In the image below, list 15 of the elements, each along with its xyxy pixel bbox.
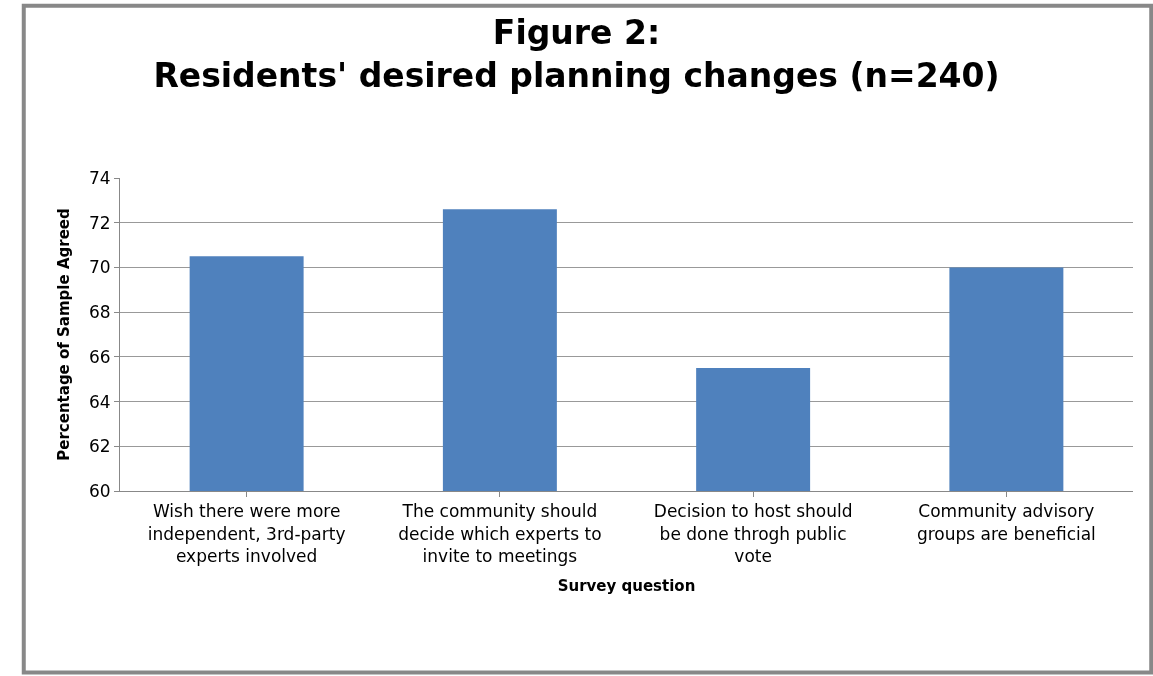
chart-title: Figure 2: Residents' desired planning changes (n=240)	[153, 12, 1000, 95]
y-tick-label: 60	[88, 480, 111, 501]
y-tick-label: 72	[88, 212, 111, 233]
x-tick-label: Community advisory groups are beneficial	[916, 501, 1096, 544]
x-tick-label: Wish there were more independent, 3rd-party experts involved	[147, 501, 346, 566]
x-tick-label: Decision to host should be done throgh public vote	[653, 501, 853, 566]
x-tick-label: The community should decide which experts to invite to meetings	[398, 501, 602, 566]
y-tick-label: 68	[88, 302, 111, 323]
y-tick-label: 66	[88, 346, 111, 367]
y-tick-label: 64	[88, 391, 111, 412]
y-tick-label: 62	[88, 436, 111, 457]
y-axis-title: Percentage of Sample Agreed	[55, 208, 74, 461]
x-axis-title: Survey question	[557, 576, 696, 595]
y-tick-label: 70	[88, 257, 111, 278]
y-tick-label: 74	[88, 167, 111, 188]
